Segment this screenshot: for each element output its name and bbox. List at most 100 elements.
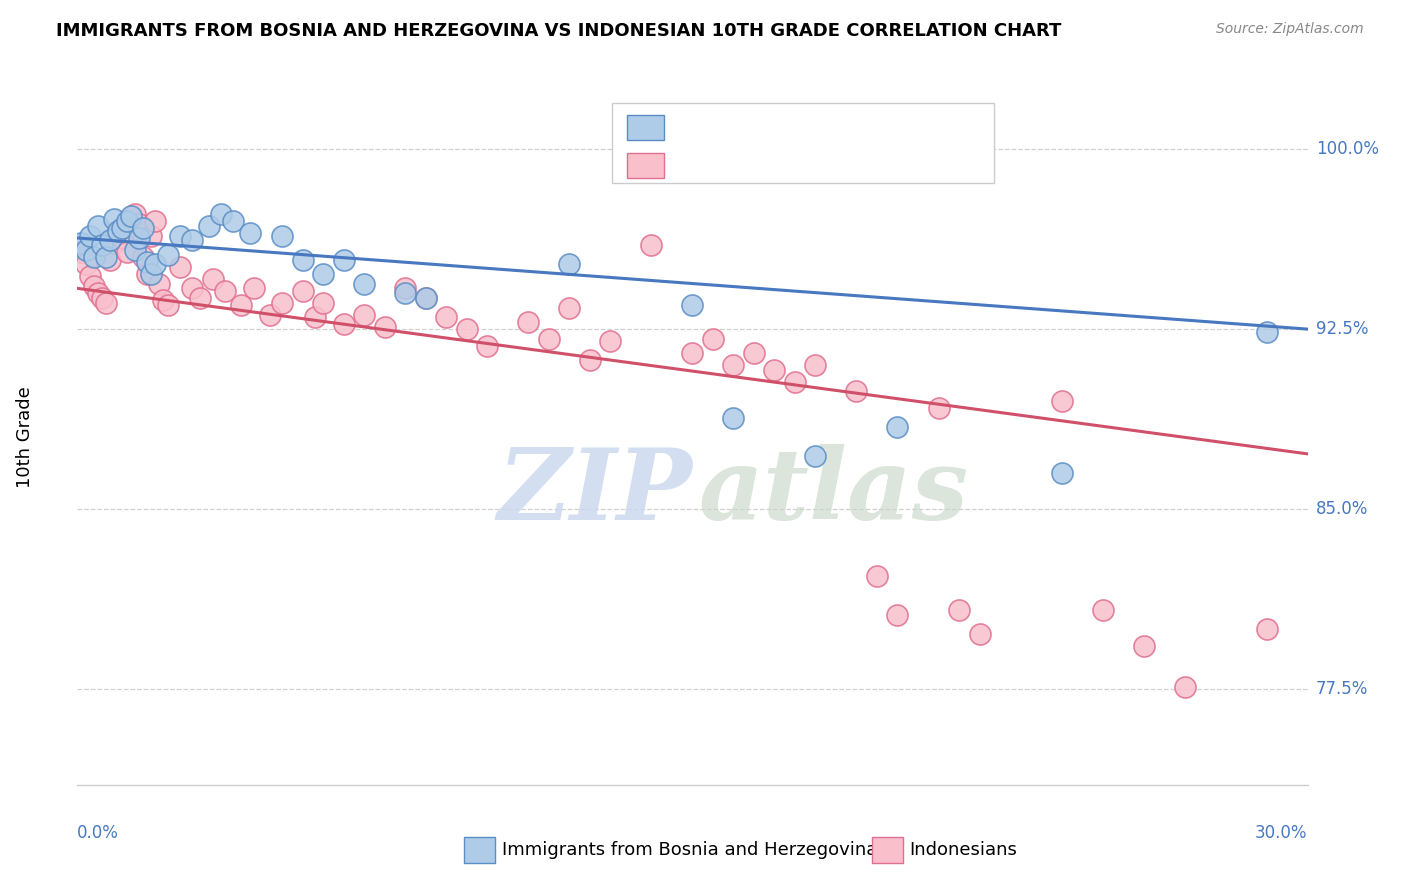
Point bbox=[537, 332, 560, 346]
Point bbox=[75, 257, 97, 271]
Text: R = -0.171    N = 66: R = -0.171 N = 66 bbox=[676, 156, 891, 175]
Point bbox=[111, 231, 134, 245]
Point bbox=[333, 318, 356, 332]
Text: 77.5%: 77.5% bbox=[1316, 680, 1368, 698]
Point bbox=[742, 346, 765, 360]
Point bbox=[156, 298, 179, 312]
Point bbox=[79, 228, 101, 243]
Point bbox=[259, 308, 281, 322]
Point bbox=[558, 301, 581, 315]
Point bbox=[312, 267, 335, 281]
Point bbox=[231, 298, 253, 312]
Point bbox=[197, 219, 219, 233]
Point bbox=[723, 358, 745, 372]
Point bbox=[845, 384, 868, 399]
Point bbox=[148, 277, 170, 291]
Point bbox=[98, 233, 121, 247]
Point bbox=[353, 308, 375, 322]
Point bbox=[94, 250, 117, 264]
Point bbox=[136, 267, 159, 281]
Point bbox=[111, 221, 134, 235]
Text: 85.0%: 85.0% bbox=[1316, 500, 1368, 518]
Point bbox=[804, 450, 827, 464]
Point bbox=[70, 235, 93, 250]
Point bbox=[120, 219, 142, 233]
Point bbox=[222, 214, 245, 228]
Point bbox=[969, 627, 991, 641]
FancyBboxPatch shape bbox=[627, 114, 664, 140]
Point bbox=[702, 332, 724, 346]
Point bbox=[214, 284, 236, 298]
Point bbox=[181, 233, 204, 247]
Point bbox=[188, 291, 212, 305]
Point bbox=[291, 284, 314, 298]
Point bbox=[374, 319, 396, 334]
Point bbox=[90, 238, 114, 252]
Point bbox=[136, 255, 159, 269]
Point bbox=[723, 410, 745, 425]
Point bbox=[141, 267, 163, 281]
Text: Indonesians: Indonesians bbox=[910, 841, 1018, 859]
Point bbox=[83, 250, 105, 264]
Point bbox=[682, 298, 704, 312]
Text: R = -0.159    N = 40: R = -0.159 N = 40 bbox=[676, 118, 891, 136]
Text: ZIP: ZIP bbox=[498, 444, 693, 541]
Point bbox=[394, 281, 416, 295]
Point bbox=[107, 224, 129, 238]
Point bbox=[477, 339, 499, 353]
Point bbox=[599, 334, 621, 348]
Point bbox=[152, 293, 174, 308]
Point bbox=[143, 257, 166, 271]
Point bbox=[87, 219, 110, 233]
Point bbox=[90, 291, 114, 305]
Point bbox=[141, 228, 163, 243]
Point bbox=[201, 271, 224, 285]
Point bbox=[1050, 394, 1073, 409]
Point bbox=[103, 211, 125, 226]
Point bbox=[115, 245, 138, 260]
Point bbox=[128, 217, 150, 231]
Text: Source: ZipAtlas.com: Source: ZipAtlas.com bbox=[1216, 22, 1364, 37]
Point bbox=[181, 281, 204, 295]
Point bbox=[1050, 466, 1073, 480]
Point bbox=[87, 286, 110, 301]
Point bbox=[94, 295, 117, 310]
Point bbox=[107, 224, 129, 238]
Text: 92.5%: 92.5% bbox=[1316, 320, 1368, 338]
Point bbox=[312, 295, 335, 310]
Point bbox=[132, 221, 155, 235]
Point bbox=[291, 252, 314, 267]
Point bbox=[156, 248, 179, 262]
Text: atlas: atlas bbox=[699, 444, 969, 541]
Point bbox=[1174, 680, 1197, 694]
Text: 10th Grade: 10th Grade bbox=[15, 386, 34, 488]
Point bbox=[271, 295, 294, 310]
Point bbox=[436, 310, 458, 325]
FancyBboxPatch shape bbox=[613, 103, 994, 183]
Point bbox=[640, 238, 662, 252]
Point bbox=[866, 569, 889, 583]
Point bbox=[124, 207, 146, 221]
Point bbox=[783, 375, 806, 389]
Point bbox=[239, 226, 262, 240]
Text: 100.0%: 100.0% bbox=[1316, 140, 1379, 158]
Point bbox=[169, 260, 191, 274]
Point bbox=[517, 315, 540, 329]
Point bbox=[415, 291, 437, 305]
Point bbox=[682, 346, 704, 360]
Point bbox=[75, 243, 97, 257]
Point bbox=[115, 214, 138, 228]
Point bbox=[353, 277, 375, 291]
Point bbox=[271, 228, 294, 243]
Point bbox=[394, 286, 416, 301]
Point bbox=[928, 401, 950, 416]
Point bbox=[886, 607, 908, 622]
Point bbox=[83, 279, 105, 293]
Point bbox=[1256, 325, 1278, 339]
Point bbox=[304, 310, 326, 325]
Point bbox=[79, 269, 101, 284]
Point bbox=[209, 207, 232, 221]
Point bbox=[124, 243, 146, 257]
Point bbox=[132, 250, 155, 264]
Point bbox=[128, 231, 150, 245]
